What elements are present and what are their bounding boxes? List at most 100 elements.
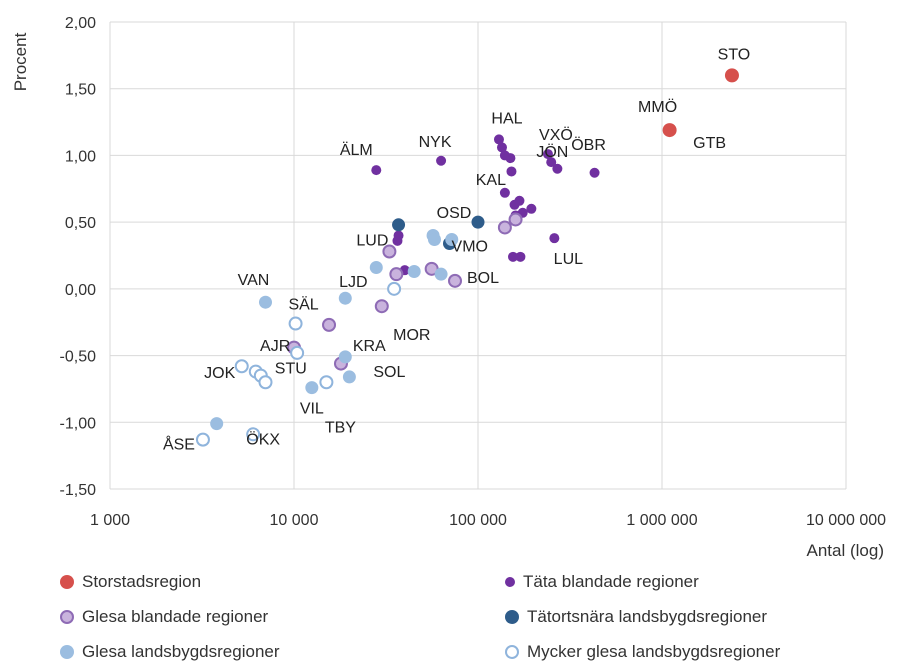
data-point [371, 165, 382, 176]
data-label: GTB [693, 135, 726, 152]
legend-item: Tätortsnära landsbygdsregioner [505, 607, 767, 627]
data-point [427, 232, 441, 246]
legend-marker [60, 575, 74, 589]
legend-marker [505, 610, 519, 624]
data-point [342, 370, 356, 384]
x-tick-label: 10 000 [270, 512, 319, 529]
data-label: LJD [339, 274, 367, 291]
data-points [195, 68, 739, 447]
data-point [436, 155, 447, 166]
data-label: KAL [476, 172, 506, 189]
y-axis-title: Procent [11, 32, 30, 91]
data-point [499, 187, 510, 198]
data-point [338, 350, 352, 364]
data-point [392, 235, 403, 246]
data-label: VAN [238, 272, 270, 289]
x-axis-title: Antal (log) [807, 541, 884, 560]
x-tick-label: 10 000 000 [806, 512, 886, 529]
data-point [508, 212, 523, 227]
data-label: ÖKX [246, 430, 280, 448]
legend-item: Mycker glesa landsbygdsregioner [505, 642, 780, 662]
data-label: NYK [419, 134, 452, 151]
data-point [448, 273, 463, 288]
data-label: JOK [204, 365, 235, 382]
y-tick-label: 0,00 [65, 282, 96, 299]
data-label: JÖN [536, 143, 568, 161]
legend-item: Täta blandade regioner [505, 572, 699, 592]
data-label: STU [275, 361, 307, 378]
data-label: BOL [467, 270, 499, 287]
data-point [434, 267, 448, 281]
data-point [526, 203, 537, 214]
data-label: OSD [437, 205, 472, 222]
data-point [497, 220, 512, 235]
legend-marker [505, 645, 519, 659]
legend-item: Glesa blandade regioner [60, 607, 268, 627]
data-label: AJR [260, 338, 290, 355]
data-point [546, 157, 557, 168]
x-axis-ticks: 1 000 10 000 100 000 1 000 000 10 000 000 [90, 512, 886, 529]
data-point [515, 251, 526, 262]
data-label: ÖBR [571, 136, 606, 154]
data-point [387, 281, 402, 296]
data-point [288, 316, 303, 331]
data-label: ÄLM [340, 141, 373, 159]
y-tick-label: -1,50 [60, 482, 97, 499]
data-point [549, 233, 560, 244]
legend-marker [505, 577, 515, 587]
data-point [258, 295, 272, 309]
legend: Storstadsregion Täta blandade regioner Gle… [0, 560, 905, 668]
data-point [505, 153, 516, 164]
data-point [493, 134, 504, 145]
data-point [724, 68, 739, 83]
data-label: SÄL [288, 296, 318, 314]
data-point [471, 215, 485, 229]
data-label: SOL [373, 364, 405, 381]
data-point [246, 427, 261, 442]
legend-label: Tätortsnära landsbygdsregioner [527, 607, 768, 626]
data-label: VIL [300, 401, 324, 418]
data-label: ÅSE [163, 435, 195, 454]
data-point [258, 375, 273, 390]
data-label: VMO [452, 238, 488, 255]
data-label: MMÖ [638, 98, 677, 116]
data-point [382, 244, 397, 259]
data-point [508, 251, 519, 262]
data-point [407, 265, 421, 279]
data-label: VXÖ [539, 126, 573, 144]
data-point [322, 317, 337, 332]
data-label: LUD [356, 232, 388, 249]
data-point [496, 142, 507, 153]
data-point [589, 167, 600, 178]
data-label: MOR [393, 327, 430, 344]
data-point [369, 261, 383, 275]
data-point [195, 432, 210, 447]
data-point [210, 417, 224, 431]
data-label: STO [718, 46, 751, 63]
legend-item: Storstadsregion [60, 572, 201, 592]
data-point [506, 166, 517, 177]
data-point [319, 375, 334, 390]
data-point [514, 195, 525, 206]
y-tick-label: -1,00 [60, 415, 97, 432]
data-point [234, 359, 249, 374]
y-axis-ticks: -1,50 -1,00 -0,50 0,00 0,50 1,00 1,50 2,00 [60, 15, 97, 499]
legend-marker [60, 645, 74, 659]
data-label: HAL [491, 110, 522, 127]
data-point [392, 218, 406, 232]
scatter-chart: -1,50 -1,00 -0,50 0,00 0,50 1,00 1,50 2,00 1 00… [11, 15, 886, 560]
legend-label: Storstadsregion [82, 572, 202, 591]
x-tick-label: 1 000 000 [626, 512, 697, 529]
data-point [374, 299, 389, 314]
data-label: TBY [325, 419, 356, 436]
x-tick-label: 100 000 [449, 512, 507, 529]
y-tick-label: 1,50 [65, 82, 96, 99]
data-point [305, 381, 319, 395]
data-label: KRA [353, 338, 386, 355]
data-point [542, 149, 553, 160]
legend-item: Glesa landsbygdsregioner [60, 642, 280, 662]
legend-marker [60, 610, 74, 624]
data-point [389, 267, 404, 282]
legend-label: Glesa landsbygdsregioner [82, 642, 280, 661]
data-point [662, 123, 677, 138]
